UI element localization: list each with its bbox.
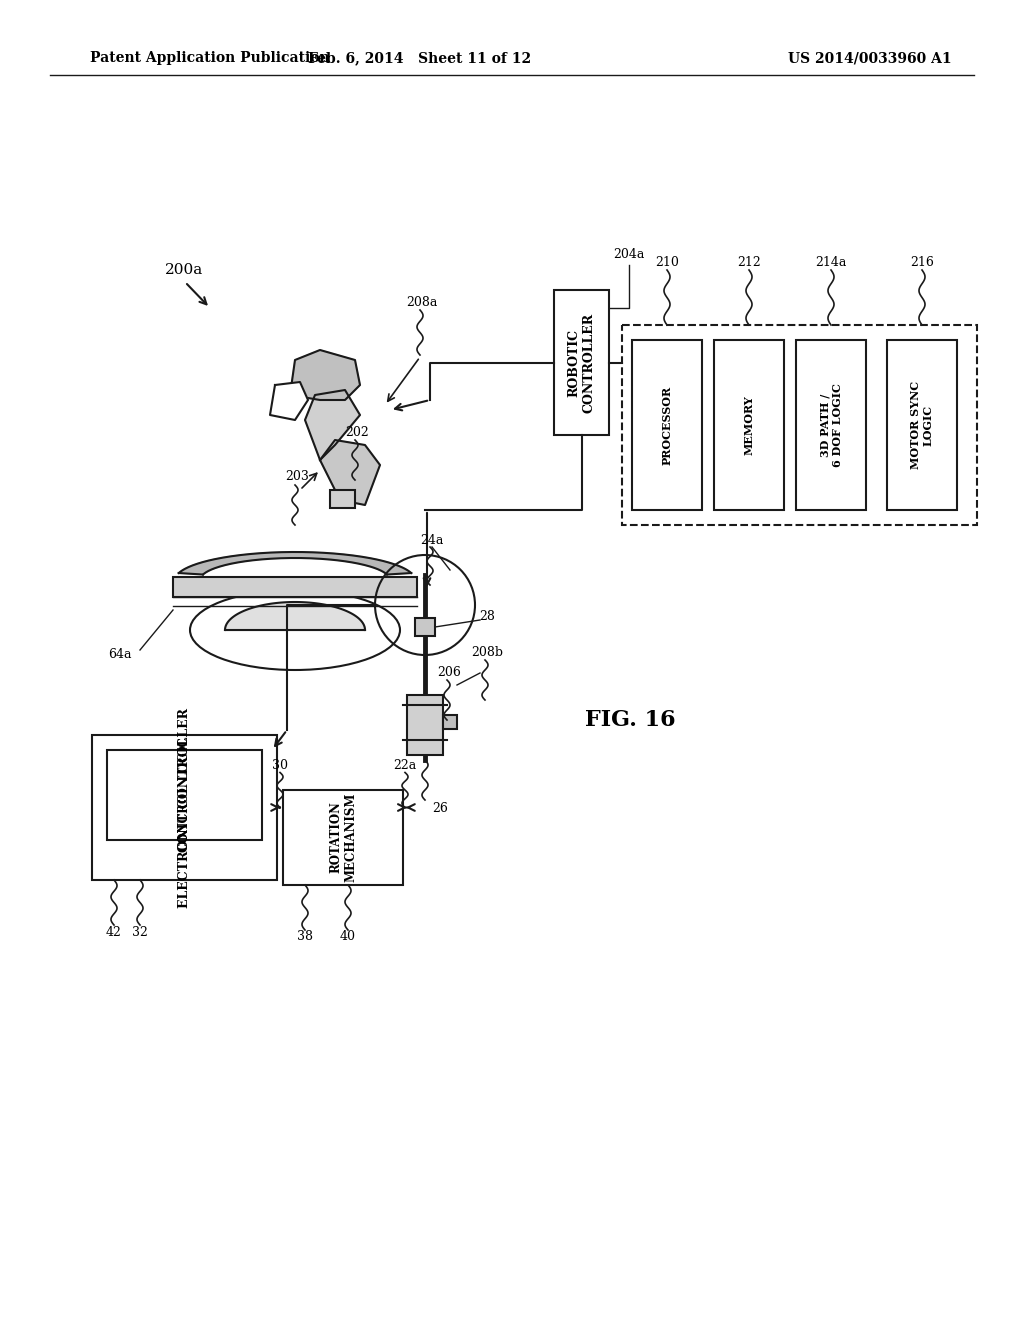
Text: 210: 210	[655, 256, 679, 268]
Text: Feb. 6, 2014   Sheet 11 of 12: Feb. 6, 2014 Sheet 11 of 12	[308, 51, 531, 65]
Bar	[554, 290, 609, 436]
Bar	[92, 735, 278, 880]
Text: 216: 216	[910, 256, 934, 268]
Bar	[887, 341, 957, 510]
Bar	[283, 789, 403, 884]
Text: FIG. 16: FIG. 16	[585, 709, 675, 731]
Text: 208a: 208a	[407, 296, 437, 309]
Bar	[622, 325, 977, 525]
Text: 214a: 214a	[815, 256, 847, 268]
Ellipse shape	[190, 590, 400, 671]
Text: 212: 212	[737, 256, 761, 268]
Polygon shape	[270, 381, 308, 420]
Text: CONTROL LOGIC: CONTROL LOGIC	[178, 738, 191, 853]
Text: 64a: 64a	[109, 648, 132, 661]
Text: Patent Application Publication: Patent Application Publication	[90, 51, 330, 65]
Polygon shape	[305, 389, 360, 459]
Text: US 2014/0033960 A1: US 2014/0033960 A1	[788, 51, 952, 65]
Text: 28: 28	[479, 610, 495, 623]
Text: 42: 42	[106, 925, 122, 939]
Text: 24a: 24a	[420, 533, 443, 546]
Bar	[415, 618, 435, 636]
Text: 40: 40	[340, 931, 356, 944]
Text: 202: 202	[345, 425, 369, 438]
Bar	[330, 490, 355, 508]
Bar	[173, 577, 417, 597]
Text: 204a: 204a	[613, 248, 645, 261]
Text: 208b: 208b	[471, 647, 503, 660]
Polygon shape	[179, 552, 412, 574]
Text: 22a: 22a	[393, 759, 417, 772]
Bar	[714, 341, 784, 510]
Text: PROCESSOR: PROCESSOR	[662, 385, 673, 465]
Text: MEMORY: MEMORY	[743, 395, 755, 455]
Polygon shape	[319, 440, 380, 506]
Text: 38: 38	[297, 931, 313, 944]
Bar	[407, 696, 443, 755]
Bar	[796, 341, 866, 510]
Text: 3D PATH /
6 DOF LOGIC: 3D PATH / 6 DOF LOGIC	[819, 383, 843, 467]
Bar	[443, 715, 457, 729]
Polygon shape	[290, 350, 360, 400]
Text: 26: 26	[432, 801, 447, 814]
Text: ELECTRONIC CONTROLLER: ELECTRONIC CONTROLLER	[178, 708, 191, 908]
Text: 30: 30	[272, 759, 288, 772]
Text: 32: 32	[132, 925, 147, 939]
Bar	[632, 341, 702, 510]
Text: 200a: 200a	[165, 263, 203, 277]
Text: MOTOR SYNC
LOGIC: MOTOR SYNC LOGIC	[910, 381, 934, 469]
Text: ROTATION
MECHANISM: ROTATION MECHANISM	[329, 793, 357, 882]
Text: 206: 206	[437, 667, 461, 680]
Bar	[106, 750, 262, 840]
Text: ROBOTIC
CONTROLLER: ROBOTIC CONTROLLER	[567, 313, 596, 413]
Text: 203: 203	[285, 470, 309, 483]
